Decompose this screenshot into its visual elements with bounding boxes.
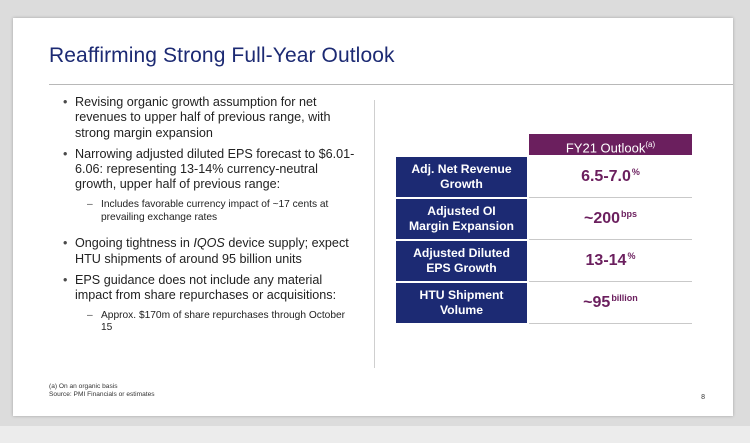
row-label: Adjusted Diluted EPS Growth [396,241,527,281]
bullet-text: Ongoing tightness in [75,236,194,251]
table-row: Adj. Net Revenue Growth 6.5-7.0% [396,157,692,197]
page-number: 8 [701,394,705,401]
bullet-list: Revising organic growth assumption for n… [57,95,357,347]
bullet-item: Ongoing tightness in IQOS device supply;… [57,236,357,267]
bottom-bar [0,426,750,443]
row-label: Adj. Net Revenue Growth [396,157,527,197]
table-header-row: FY21 Outlook(a) [396,134,692,155]
bullet-text: device supply; expect HTU shipments of a… [75,236,349,266]
table-header-footnote-ref: (a) [645,140,656,149]
row-value: 6.5-7.0% [529,157,692,197]
sub-bullet-item: Approx. $170m of share repurchases throu… [57,310,357,336]
table-row: HTU Shipment Volume ~95 billion [396,283,692,323]
table-row-divider [529,197,692,198]
slide-title: Reaffirming Strong Full-Year Outlook [49,44,395,67]
bullet-text-italic: IQOS [193,236,225,251]
row-value: ~200 bps [529,199,692,239]
footnote-line: (a) On an organic basis [49,383,118,390]
table-header-label: FY21 Outlook [565,140,646,156]
bullet-item: EPS guidance does not include any materi… [57,273,357,304]
footnotes: (a) On an organic basis Source: PMI Fina… [49,383,155,399]
row-value: 13-14% [529,241,692,281]
table-row-divider [529,281,692,282]
table-row: Adjusted OI Margin Expansion ~200 bps [396,199,692,239]
row-label: HTU Shipment Volume [396,283,527,323]
table-header: FY21 Outlook(a) [529,134,692,155]
title-divider [49,84,733,85]
column-divider [374,100,375,368]
footnote-line: Source: PMI Financials or estimates [49,391,155,398]
row-value: ~95 billion [529,283,692,323]
bullet-item: Narrowing adjusted diluted EPS forecast … [57,147,357,193]
bullet-item: Revising organic growth assumption for n… [57,95,357,141]
table-row-divider [529,239,692,240]
slide: Reaffirming Strong Full-Year Outlook Rev… [13,18,733,416]
sub-bullet-item: Includes favorable currency impact of ~1… [57,199,357,225]
row-label: Adjusted OI Margin Expansion [396,199,527,239]
table-row: Adjusted Diluted EPS Growth 13-14% [396,241,692,281]
table-header-blank [396,134,527,155]
outlook-table: FY21 Outlook(a) Adj. Net Revenue Growth 6… [396,134,692,324]
table-row-divider [529,323,692,324]
